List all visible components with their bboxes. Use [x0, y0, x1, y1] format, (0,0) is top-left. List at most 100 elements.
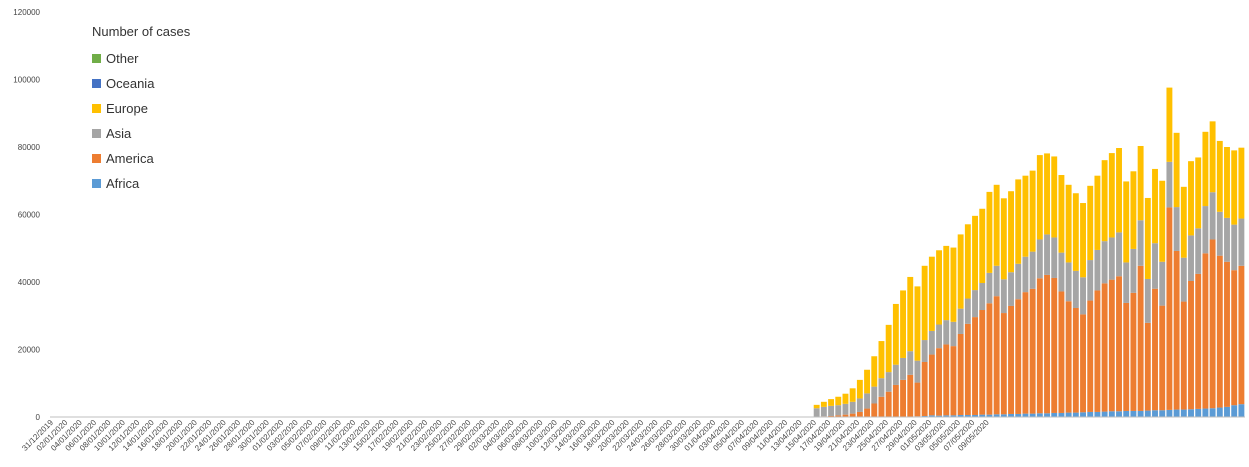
- bar-segment-africa: [1188, 409, 1194, 417]
- bar-segment-asia: [1022, 256, 1029, 293]
- bar-segment-europe: [1202, 131, 1209, 207]
- legend-label: Africa: [106, 176, 140, 191]
- bar-segment-africa: [979, 414, 986, 417]
- bar-segment-europe: [1108, 153, 1115, 238]
- bar-segment-america: [986, 303, 993, 415]
- bar-segment-europe: [835, 396, 842, 406]
- x-axis: 31/12/201902/01/202004/01/202006/01/2020…: [20, 416, 1245, 453]
- bar-segment-asia: [921, 340, 928, 362]
- bar-segment-asia: [1108, 237, 1115, 280]
- bar-segment-europe: [820, 401, 827, 407]
- bar-segment-africa: [1000, 414, 1007, 417]
- bar-segment-america: [1087, 300, 1094, 412]
- bar-segment-africa: [1015, 413, 1022, 417]
- bar-segment-europe: [1130, 171, 1137, 249]
- bar-segment-asia: [972, 290, 978, 318]
- bar-segment-europe: [1058, 175, 1065, 253]
- bar-segment-america: [1072, 307, 1079, 413]
- bar-segment-america: [1137, 265, 1144, 411]
- bar-segment-america: [907, 374, 914, 417]
- legend-item-europe: Europe: [92, 96, 190, 121]
- bar-segment-europe: [1116, 148, 1122, 233]
- bar-segment-africa: [1022, 413, 1029, 418]
- bar-segment-africa: [1202, 408, 1209, 417]
- bar-segment-asia: [1137, 220, 1144, 266]
- bar-segment-africa: [1216, 407, 1223, 417]
- bar-segment-asia: [1065, 262, 1072, 302]
- bar-segment-america: [900, 379, 907, 418]
- y-axis: 0 20000 40000 60000 80000 100000 120000: [13, 8, 40, 422]
- bar-segment-europe: [914, 286, 921, 361]
- bar-segment-europe: [828, 399, 835, 406]
- bar-segment-america: [1015, 299, 1022, 414]
- bar-segment-america: [1130, 292, 1137, 411]
- bar-segment-america: [1188, 280, 1194, 410]
- bar-segment-asia: [1130, 248, 1137, 293]
- bar-segment-europe: [1087, 185, 1094, 261]
- bar-segment-asia: [828, 405, 835, 416]
- bar-segment-america: [993, 296, 1000, 415]
- bar-segment-africa: [943, 415, 950, 417]
- bar-segment-africa: [1058, 412, 1065, 417]
- bar-segment-europe: [1072, 193, 1079, 271]
- bar-segment-europe: [993, 184, 1000, 266]
- bar-segment-america: [1051, 277, 1058, 413]
- bar-segment-europe: [1144, 197, 1151, 279]
- y-tick-label: 60000: [18, 211, 41, 220]
- bar-segment-europe: [849, 388, 856, 402]
- bar-segment-europe: [972, 215, 978, 291]
- legend-swatch: [92, 104, 101, 113]
- bar-segment-asia: [986, 272, 993, 304]
- bar-segment-africa: [1209, 408, 1216, 417]
- bar-segment-africa: [1094, 411, 1101, 417]
- legend-swatch: [92, 154, 101, 163]
- bar-segment-africa: [1101, 411, 1108, 417]
- bar-segment-asia: [950, 321, 957, 347]
- bar-segment-africa: [1238, 404, 1245, 417]
- bar-segment-africa: [1144, 410, 1151, 417]
- bar-segment-europe: [1036, 155, 1043, 240]
- bar-segment-africa: [1044, 413, 1050, 417]
- bar-segment-asia: [864, 393, 871, 409]
- bar-segment-europe: [1152, 168, 1158, 244]
- bar-segment-america: [1173, 250, 1180, 410]
- y-tick-label: 100000: [13, 76, 40, 85]
- bar-segment-europe: [1209, 121, 1216, 193]
- bar-segment-america: [943, 344, 950, 416]
- bar-segment-europe: [892, 303, 899, 365]
- bar-segment-america: [1080, 314, 1086, 413]
- bar-segment-europe: [864, 369, 871, 394]
- y-tick-label: 20000: [18, 346, 41, 355]
- bar-segment-asia: [928, 330, 935, 355]
- bar-segment-asia: [1173, 207, 1180, 251]
- bar-segment-asia: [813, 408, 820, 417]
- bar-segment-europe: [1137, 145, 1144, 221]
- bar-segment-africa: [1080, 412, 1086, 417]
- bar-segment-europe: [950, 247, 957, 322]
- bar-segment-asia: [1195, 228, 1202, 274]
- bar-segment-asia: [1080, 277, 1086, 315]
- legend-label: Other: [106, 51, 139, 66]
- bar-segment-asia: [849, 401, 856, 414]
- bar-segment-europe: [964, 224, 971, 299]
- bar-segment-asia: [1094, 249, 1101, 291]
- bar-segment-asia: [871, 386, 878, 404]
- bar-segment-america: [1058, 291, 1065, 413]
- bar-segment-africa: [1166, 409, 1173, 417]
- bar-segment-america: [921, 361, 928, 416]
- bar-segment-asia: [1000, 279, 1007, 314]
- bar-segment-america: [842, 414, 849, 417]
- bar-segment-africa: [1173, 409, 1180, 417]
- bar-segment-america: [878, 396, 885, 417]
- bar-segment-america: [1224, 261, 1230, 407]
- bar-segment-asia: [1231, 224, 1238, 271]
- bar-segment-america: [885, 391, 892, 417]
- bar-segment-asia: [1152, 243, 1158, 289]
- bar-segment-africa: [1072, 412, 1079, 417]
- bar-segment-europe: [1166, 87, 1173, 162]
- legend-label: America: [106, 151, 154, 166]
- bar-segment-asia: [1123, 262, 1130, 303]
- bar-segment-europe: [1015, 179, 1022, 264]
- bar-segment-europe: [1029, 170, 1036, 252]
